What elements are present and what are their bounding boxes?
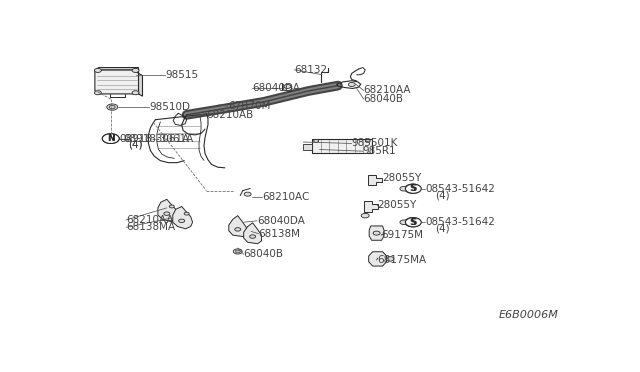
Text: 69175M: 69175M [381, 230, 424, 240]
Text: 08543-51642: 08543-51642 [426, 217, 495, 227]
Polygon shape [303, 144, 312, 150]
Text: 68040B: 68040B [364, 94, 404, 104]
Polygon shape [369, 252, 387, 266]
Circle shape [386, 257, 394, 261]
Circle shape [405, 184, 421, 193]
Circle shape [405, 184, 420, 193]
Polygon shape [138, 73, 143, 96]
Text: (4): (4) [129, 140, 143, 150]
Polygon shape [367, 175, 381, 185]
Text: 08918-3061A: 08918-3061A [119, 134, 189, 144]
Text: 68175MA: 68175MA [378, 255, 427, 265]
Text: N: N [107, 134, 115, 143]
Polygon shape [229, 216, 246, 237]
Text: 985R1: 985R1 [363, 146, 396, 156]
Circle shape [109, 105, 115, 109]
Text: 68040DA: 68040DA [253, 83, 301, 93]
Text: 68040B: 68040B [244, 249, 284, 259]
Text: N: N [107, 134, 115, 143]
Circle shape [94, 91, 101, 95]
Text: E6B0006M: E6B0006M [499, 310, 559, 320]
Text: 68040DA: 68040DA [257, 216, 305, 226]
Circle shape [94, 68, 101, 73]
Circle shape [405, 218, 421, 227]
Text: (4): (4) [435, 224, 449, 234]
Polygon shape [364, 201, 378, 212]
Circle shape [400, 220, 408, 225]
Text: 67B70M: 67B70M [228, 101, 270, 111]
Text: (4): (4) [129, 140, 143, 150]
Text: 68210AA: 68210AA [126, 215, 173, 225]
Circle shape [284, 84, 291, 89]
Polygon shape [173, 206, 193, 229]
Circle shape [179, 219, 185, 222]
Text: 68210AC: 68210AC [262, 192, 310, 202]
Circle shape [132, 68, 139, 73]
Circle shape [314, 140, 319, 142]
Text: 985501K: 985501K [352, 138, 398, 148]
Text: S: S [410, 218, 416, 227]
Circle shape [184, 212, 189, 215]
Circle shape [102, 134, 119, 144]
Text: 08918-3061A: 08918-3061A [124, 134, 194, 144]
Circle shape [169, 205, 174, 208]
Text: 98510D: 98510D [150, 102, 191, 112]
Circle shape [102, 134, 119, 144]
Polygon shape [244, 223, 262, 244]
Circle shape [400, 186, 408, 191]
Polygon shape [369, 226, 384, 240]
Text: 28055Y: 28055Y [383, 173, 422, 183]
Circle shape [107, 104, 118, 110]
Text: S: S [410, 218, 417, 227]
Text: 08543-51642: 08543-51642 [426, 184, 495, 194]
Text: S: S [410, 184, 416, 193]
Circle shape [164, 212, 170, 215]
Circle shape [250, 235, 255, 238]
Text: 28055Y: 28055Y [378, 200, 417, 210]
Text: 68210AB: 68210AB [207, 110, 253, 121]
Circle shape [233, 249, 242, 254]
Circle shape [373, 231, 380, 235]
Text: (4): (4) [435, 190, 449, 200]
Text: S: S [410, 184, 417, 193]
Polygon shape [95, 70, 138, 94]
Circle shape [361, 214, 369, 218]
Text: 68138M: 68138M [259, 229, 301, 239]
Polygon shape [95, 68, 138, 73]
Polygon shape [312, 139, 372, 153]
Circle shape [244, 192, 251, 196]
Text: 68210AA: 68210AA [364, 86, 412, 96]
Text: 98515: 98515 [166, 70, 199, 80]
Circle shape [235, 228, 241, 231]
Circle shape [365, 140, 370, 142]
Text: 68138MA: 68138MA [126, 222, 175, 232]
Circle shape [405, 218, 420, 227]
Circle shape [348, 83, 355, 86]
Circle shape [236, 250, 240, 253]
Text: 68132: 68132 [294, 65, 328, 75]
Polygon shape [158, 199, 178, 222]
Circle shape [132, 91, 139, 95]
